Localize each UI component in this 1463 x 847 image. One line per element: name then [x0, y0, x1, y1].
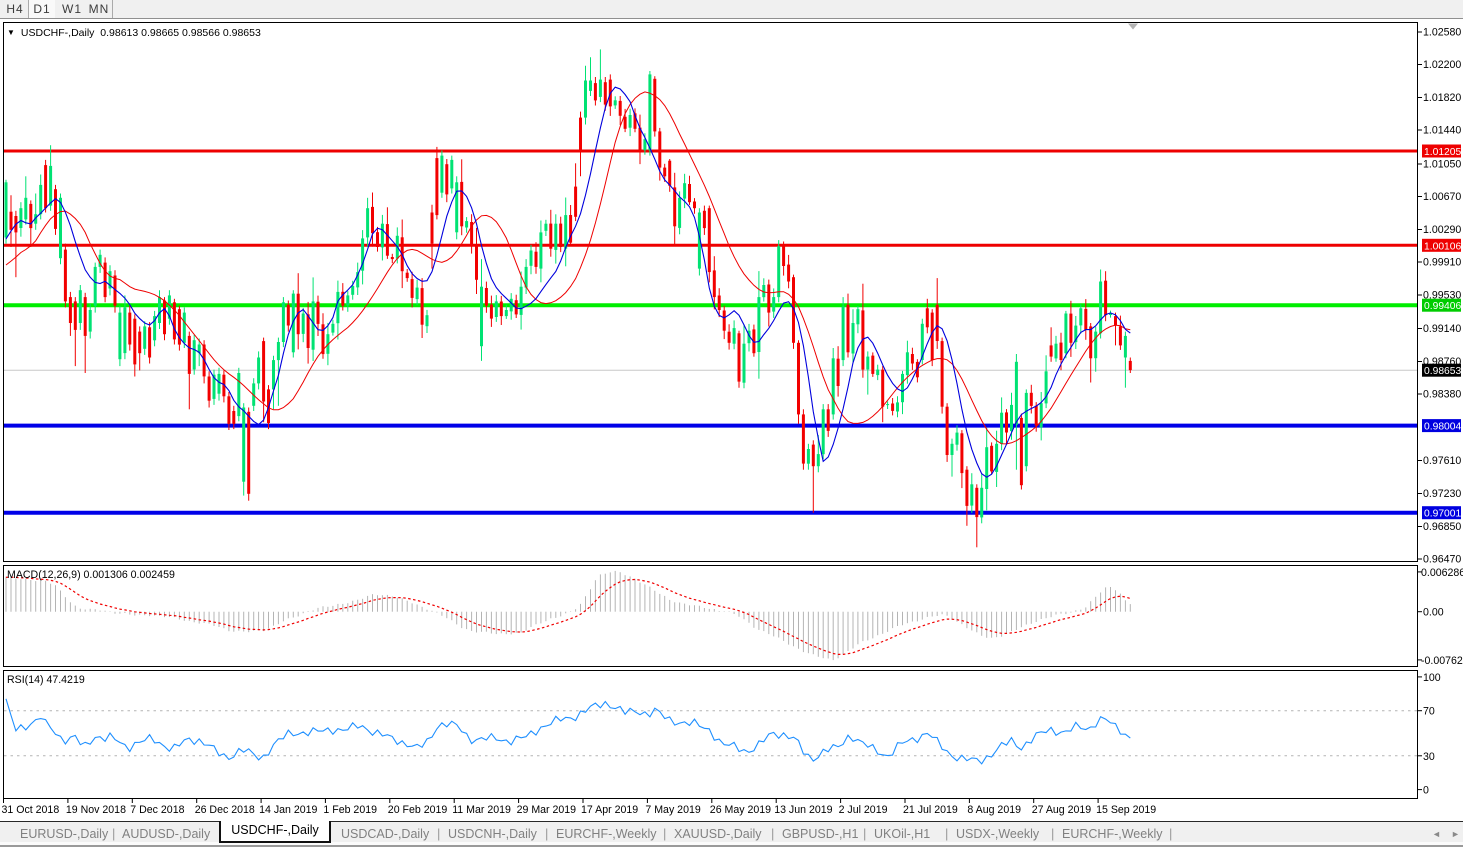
svg-text:8 Aug 2019: 8 Aug 2019: [967, 804, 1021, 816]
svg-text:1.00290: 1.00290: [1423, 224, 1461, 236]
svg-text:0.98380: 0.98380: [1423, 389, 1461, 401]
svg-text:1.00106: 1.00106: [1424, 241, 1461, 252]
svg-text:0.99406: 0.99406: [1424, 301, 1461, 312]
svg-text:30: 30: [1423, 751, 1435, 763]
svg-text:7 Dec 2018: 7 Dec 2018: [130, 804, 184, 816]
svg-text:0.99530: 0.99530: [1423, 290, 1461, 302]
svg-text:0.99140: 0.99140: [1423, 323, 1461, 335]
svg-text:0.97230: 0.97230: [1423, 488, 1461, 500]
svg-text:0.97001: 0.97001: [1424, 509, 1461, 520]
svg-text:0.96850: 0.96850: [1423, 521, 1461, 533]
svg-text:0.98653: 0.98653: [1424, 366, 1461, 377]
svg-text:15 Sep 2019: 15 Sep 2019: [1096, 804, 1156, 816]
svg-text:0.98004: 0.98004: [1424, 422, 1461, 433]
svg-text:7 May 2019: 7 May 2019: [645, 804, 700, 816]
svg-text:1.01205: 1.01205: [1424, 147, 1461, 158]
svg-text:21 Jul 2019: 21 Jul 2019: [903, 804, 958, 816]
svg-text:0.97610: 0.97610: [1423, 455, 1461, 467]
svg-text:1.02200: 1.02200: [1423, 59, 1461, 71]
svg-text:1.01440: 1.01440: [1423, 125, 1461, 137]
svg-text:14 Jan 2019: 14 Jan 2019: [259, 804, 317, 816]
svg-text:100: 100: [1423, 672, 1441, 684]
svg-text:1.01820: 1.01820: [1423, 92, 1461, 104]
svg-text:70: 70: [1423, 706, 1435, 718]
svg-text:29 Mar 2019: 29 Mar 2019: [517, 804, 577, 816]
svg-text:19 Nov 2018: 19 Nov 2018: [66, 804, 126, 816]
svg-text:20 Feb 2019: 20 Feb 2019: [388, 804, 448, 816]
svg-text:13 Jun 2019: 13 Jun 2019: [774, 804, 832, 816]
svg-text:27 Aug 2019: 27 Aug 2019: [1032, 804, 1092, 816]
svg-text:31 Oct 2018: 31 Oct 2018: [2, 804, 60, 816]
svg-text:1 Feb 2019: 1 Feb 2019: [323, 804, 377, 816]
svg-text:17 Apr 2019: 17 Apr 2019: [581, 804, 638, 816]
svg-text:0.00: 0.00: [1423, 607, 1444, 619]
svg-text:0.99910: 0.99910: [1423, 257, 1461, 269]
svg-text:2 Jul 2019: 2 Jul 2019: [839, 804, 888, 816]
svg-text:26 May 2019: 26 May 2019: [710, 804, 771, 816]
svg-text:1.00670: 1.00670: [1423, 191, 1461, 203]
svg-text:26 Dec 2018: 26 Dec 2018: [195, 804, 255, 816]
svg-text:0.96470: 0.96470: [1423, 554, 1461, 566]
svg-text:-0.00762: -0.00762: [1421, 655, 1463, 667]
svg-text:0: 0: [1423, 785, 1429, 797]
svg-text:1.02580: 1.02580: [1423, 26, 1461, 38]
svg-text:1.01050: 1.01050: [1423, 158, 1461, 170]
svg-text:0.006286: 0.006286: [1421, 567, 1463, 579]
svg-text:11 Mar 2019: 11 Mar 2019: [452, 804, 511, 816]
